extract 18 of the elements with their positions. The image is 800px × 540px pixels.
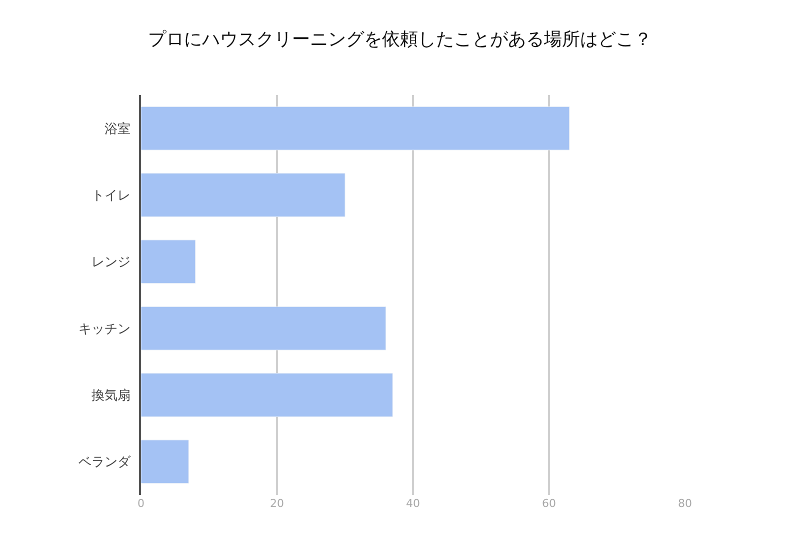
y-tick-label: トイレ [91, 188, 130, 204]
x-tick-label: 0 [138, 497, 144, 510]
chart-title: プロにハウスクリーニングを依頼したことがある場所はどこ？ [148, 29, 652, 50]
bar [141, 173, 346, 217]
y-tick-label: レンジ [91, 255, 130, 270]
x-tick-label: 40 [406, 497, 420, 510]
x-tick-label: 20 [270, 497, 284, 510]
bar [141, 306, 386, 350]
bar [141, 440, 189, 484]
y-tick-label: ベランダ [78, 455, 132, 470]
bar [141, 373, 393, 417]
x-tick-label: 80 [678, 497, 692, 510]
bar [141, 240, 196, 284]
y-tick-label: 浴室 [104, 120, 130, 137]
bar [141, 106, 570, 150]
y-tick-label: 換気扇 [91, 388, 130, 404]
x-tick-label: 60 [542, 497, 556, 510]
y-tick-label: キッチン [78, 322, 130, 337]
